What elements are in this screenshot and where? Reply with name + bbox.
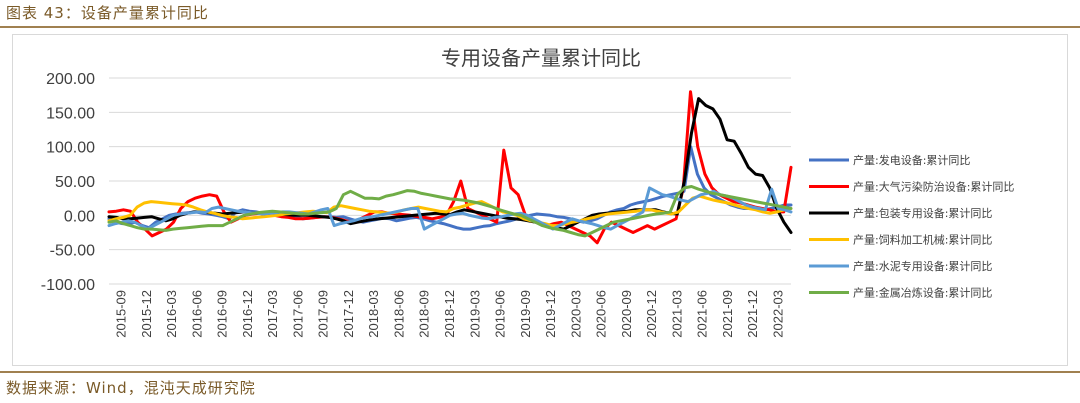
x-tick-label: 2016-09 — [215, 290, 230, 338]
x-tick-label: 2015-12 — [139, 290, 154, 338]
y-tick-label: -100.00 — [41, 277, 95, 294]
figure-title: 图表 43：设备产量累计同比 — [6, 4, 209, 22]
series-line-5 — [107, 186, 793, 231]
x-tick-label: 2017-03 — [265, 290, 280, 338]
y-tick-label: 200.00 — [46, 71, 95, 88]
x-tick-label: 2017-06 — [290, 290, 305, 338]
series-line-6 — [107, 185, 793, 238]
chart-container: 专用设备产量累计同比 200.00 150.00 100.00 50.00 0.00 -50… — [12, 34, 1068, 366]
x-tick-label: 2020-12 — [644, 290, 659, 338]
legend-label: 产量:包装专用设备:累计同比 — [853, 206, 992, 220]
x-tick-label: 2019-09 — [518, 290, 533, 338]
legend-label: 产量:大气污染防治设备:累计同比 — [853, 180, 1014, 194]
x-tick-label: 2018-12 — [442, 290, 457, 338]
legend-label: 产量:饲料加工机械:累计同比 — [853, 233, 992, 247]
x-tick-label: 2016-12 — [240, 290, 255, 338]
legend-label: 产量:水泥专用设备:累计同比 — [853, 259, 992, 273]
x-tick-label: 2019-12 — [543, 290, 558, 338]
x-tick-label: 2020-09 — [619, 290, 634, 338]
y-tick-label: 100.00 — [46, 140, 95, 157]
x-tick-label: 2015-09 — [114, 290, 129, 338]
x-tick-label: 2019-06 — [493, 290, 508, 338]
x-tick-label: 2016-03 — [164, 290, 179, 338]
x-tick-label: 2022-03 — [770, 290, 785, 338]
legend-label: 产量:金属冶炼设备:累计同比 — [853, 286, 992, 300]
x-tick-label: 2016-06 — [189, 290, 204, 338]
x-tick-label: 2021-12 — [745, 290, 760, 338]
x-tick-label: 2019-03 — [467, 290, 482, 338]
x-tick-label: 2021-03 — [669, 290, 684, 338]
x-tick-label: 2021-09 — [720, 290, 735, 338]
x-tick-label: 2018-09 — [417, 290, 432, 338]
y-tick-label: -50.00 — [50, 243, 95, 260]
x-tick-label: 2020-03 — [568, 290, 583, 338]
series-line-4 — [107, 194, 793, 228]
chart-title: 专用设备产量累计同比 — [441, 46, 641, 70]
y-tick-label: 150.00 — [46, 105, 95, 122]
x-tick-label: 2021-06 — [695, 290, 710, 338]
x-tick-label: 2017-09 — [316, 290, 331, 338]
y-tick-label: 50.00 — [55, 174, 95, 191]
x-tick-label: 2018-06 — [391, 290, 406, 338]
bottom-rule — [0, 371, 1080, 373]
top-rule — [0, 26, 1080, 28]
x-tick-label: 2020-06 — [594, 290, 609, 338]
y-tick-label: 0.00 — [64, 208, 95, 225]
x-tick-label: 2018-03 — [366, 290, 381, 338]
legend-label: 产量:发电设备:累计同比 — [853, 153, 970, 167]
figure-source: 数据来源：Wind，混沌天成研究院 — [6, 379, 256, 397]
line-chart: 专用设备产量累计同比 200.00 150.00 100.00 50.00 0.00 -50… — [41, 46, 1015, 338]
x-tick-label: 2017-12 — [341, 290, 356, 338]
